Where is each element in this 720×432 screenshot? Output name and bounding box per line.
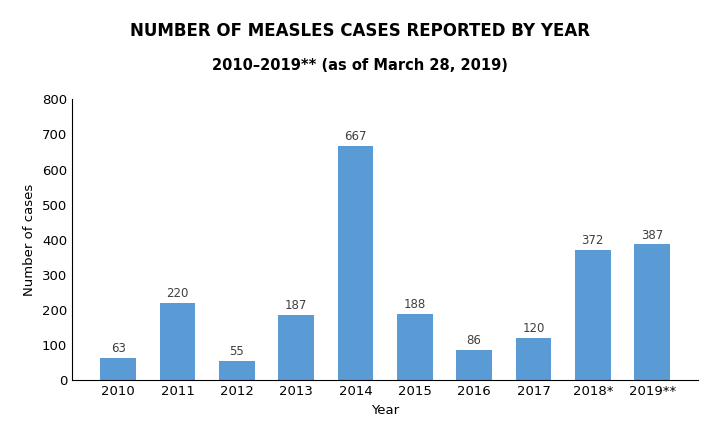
Text: 387: 387 (641, 229, 663, 241)
Bar (279, 314, 314, 380)
Bar (219, 361, 255, 380)
Text: 2010–2019** (as of March 28, 2019): 2010–2019** (as of March 28, 2019) (212, 58, 508, 73)
Bar (634, 245, 670, 380)
Bar (101, 358, 136, 380)
Text: 667: 667 (344, 130, 366, 143)
Bar (456, 350, 492, 380)
Text: 120: 120 (522, 322, 545, 335)
Y-axis label: Number of cases: Number of cases (23, 184, 36, 296)
Bar (338, 146, 374, 380)
Bar (516, 338, 552, 380)
Bar (575, 250, 611, 380)
Text: 63: 63 (111, 342, 126, 355)
Text: NUMBER OF MEASLES CASES REPORTED BY YEAR: NUMBER OF MEASLES CASES REPORTED BY YEAR (130, 22, 590, 40)
Text: 55: 55 (230, 345, 244, 358)
Text: 188: 188 (404, 299, 426, 311)
Bar (160, 303, 195, 380)
Text: 86: 86 (467, 334, 482, 347)
Text: 187: 187 (285, 299, 307, 312)
Text: 220: 220 (166, 287, 189, 300)
Bar (397, 314, 433, 380)
X-axis label: Year: Year (371, 403, 400, 416)
Text: 372: 372 (582, 234, 604, 247)
